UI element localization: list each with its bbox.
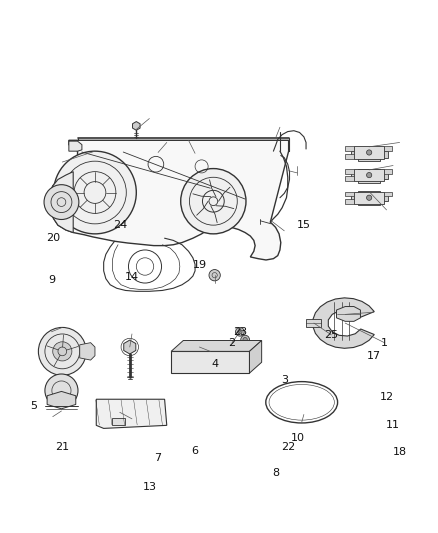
Circle shape bbox=[44, 184, 79, 220]
Circle shape bbox=[181, 168, 246, 234]
Polygon shape bbox=[358, 147, 381, 161]
Polygon shape bbox=[354, 169, 385, 181]
Text: 1: 1 bbox=[381, 338, 388, 348]
Circle shape bbox=[367, 195, 372, 200]
Polygon shape bbox=[351, 173, 358, 180]
Polygon shape bbox=[345, 176, 354, 181]
Circle shape bbox=[210, 272, 219, 280]
Text: 14: 14 bbox=[125, 272, 139, 282]
Text: 24: 24 bbox=[113, 220, 127, 230]
Text: 20: 20 bbox=[46, 233, 60, 243]
Polygon shape bbox=[113, 418, 125, 425]
Polygon shape bbox=[313, 298, 374, 348]
Text: 11: 11 bbox=[386, 421, 400, 430]
Text: 7: 7 bbox=[155, 453, 162, 463]
Circle shape bbox=[209, 270, 220, 281]
Circle shape bbox=[236, 327, 244, 336]
Text: 12: 12 bbox=[379, 392, 394, 402]
Text: 4: 4 bbox=[211, 359, 218, 369]
Polygon shape bbox=[345, 147, 354, 151]
Polygon shape bbox=[351, 194, 358, 201]
Circle shape bbox=[53, 151, 136, 234]
Circle shape bbox=[367, 150, 372, 155]
Polygon shape bbox=[47, 391, 76, 409]
Text: 2: 2 bbox=[229, 338, 236, 348]
Polygon shape bbox=[336, 306, 360, 321]
Text: 17: 17 bbox=[367, 351, 381, 361]
Text: 15: 15 bbox=[297, 220, 311, 230]
Text: 13: 13 bbox=[142, 482, 156, 492]
Polygon shape bbox=[306, 319, 321, 327]
Text: 23: 23 bbox=[233, 327, 247, 337]
Circle shape bbox=[45, 374, 78, 407]
Circle shape bbox=[248, 345, 253, 349]
Text: 25: 25 bbox=[324, 330, 338, 340]
Polygon shape bbox=[80, 343, 95, 360]
Polygon shape bbox=[69, 141, 82, 151]
Circle shape bbox=[246, 343, 254, 351]
Circle shape bbox=[366, 173, 373, 180]
Polygon shape bbox=[133, 122, 140, 130]
Polygon shape bbox=[358, 191, 381, 205]
Polygon shape bbox=[358, 169, 381, 183]
Polygon shape bbox=[171, 341, 261, 351]
Polygon shape bbox=[381, 151, 389, 158]
Polygon shape bbox=[96, 399, 167, 429]
Polygon shape bbox=[385, 169, 392, 174]
Text: 22: 22 bbox=[282, 442, 296, 452]
Circle shape bbox=[238, 329, 242, 334]
Polygon shape bbox=[345, 154, 354, 158]
Circle shape bbox=[53, 342, 72, 361]
Polygon shape bbox=[354, 192, 385, 204]
Polygon shape bbox=[345, 199, 354, 204]
Circle shape bbox=[241, 335, 250, 344]
Polygon shape bbox=[381, 194, 389, 201]
Polygon shape bbox=[124, 340, 136, 354]
Polygon shape bbox=[345, 192, 354, 197]
Polygon shape bbox=[381, 173, 389, 180]
Polygon shape bbox=[385, 192, 392, 197]
Polygon shape bbox=[49, 140, 289, 260]
Polygon shape bbox=[354, 147, 385, 158]
Polygon shape bbox=[171, 351, 250, 373]
Text: 6: 6 bbox=[191, 447, 198, 456]
Circle shape bbox=[367, 173, 372, 177]
Polygon shape bbox=[250, 341, 261, 373]
Text: 21: 21 bbox=[55, 442, 69, 452]
Circle shape bbox=[243, 337, 247, 342]
Text: 10: 10 bbox=[290, 433, 304, 443]
Text: 3: 3 bbox=[281, 375, 288, 385]
Text: 9: 9 bbox=[48, 274, 55, 285]
Text: 8: 8 bbox=[272, 468, 279, 478]
Polygon shape bbox=[345, 169, 354, 174]
Polygon shape bbox=[385, 147, 392, 151]
Text: 5: 5 bbox=[31, 401, 38, 411]
Polygon shape bbox=[49, 172, 73, 232]
Circle shape bbox=[366, 151, 373, 158]
Text: 18: 18 bbox=[392, 447, 406, 457]
Circle shape bbox=[39, 327, 86, 375]
Polygon shape bbox=[351, 151, 358, 158]
Text: 19: 19 bbox=[192, 260, 206, 270]
Circle shape bbox=[366, 194, 373, 201]
